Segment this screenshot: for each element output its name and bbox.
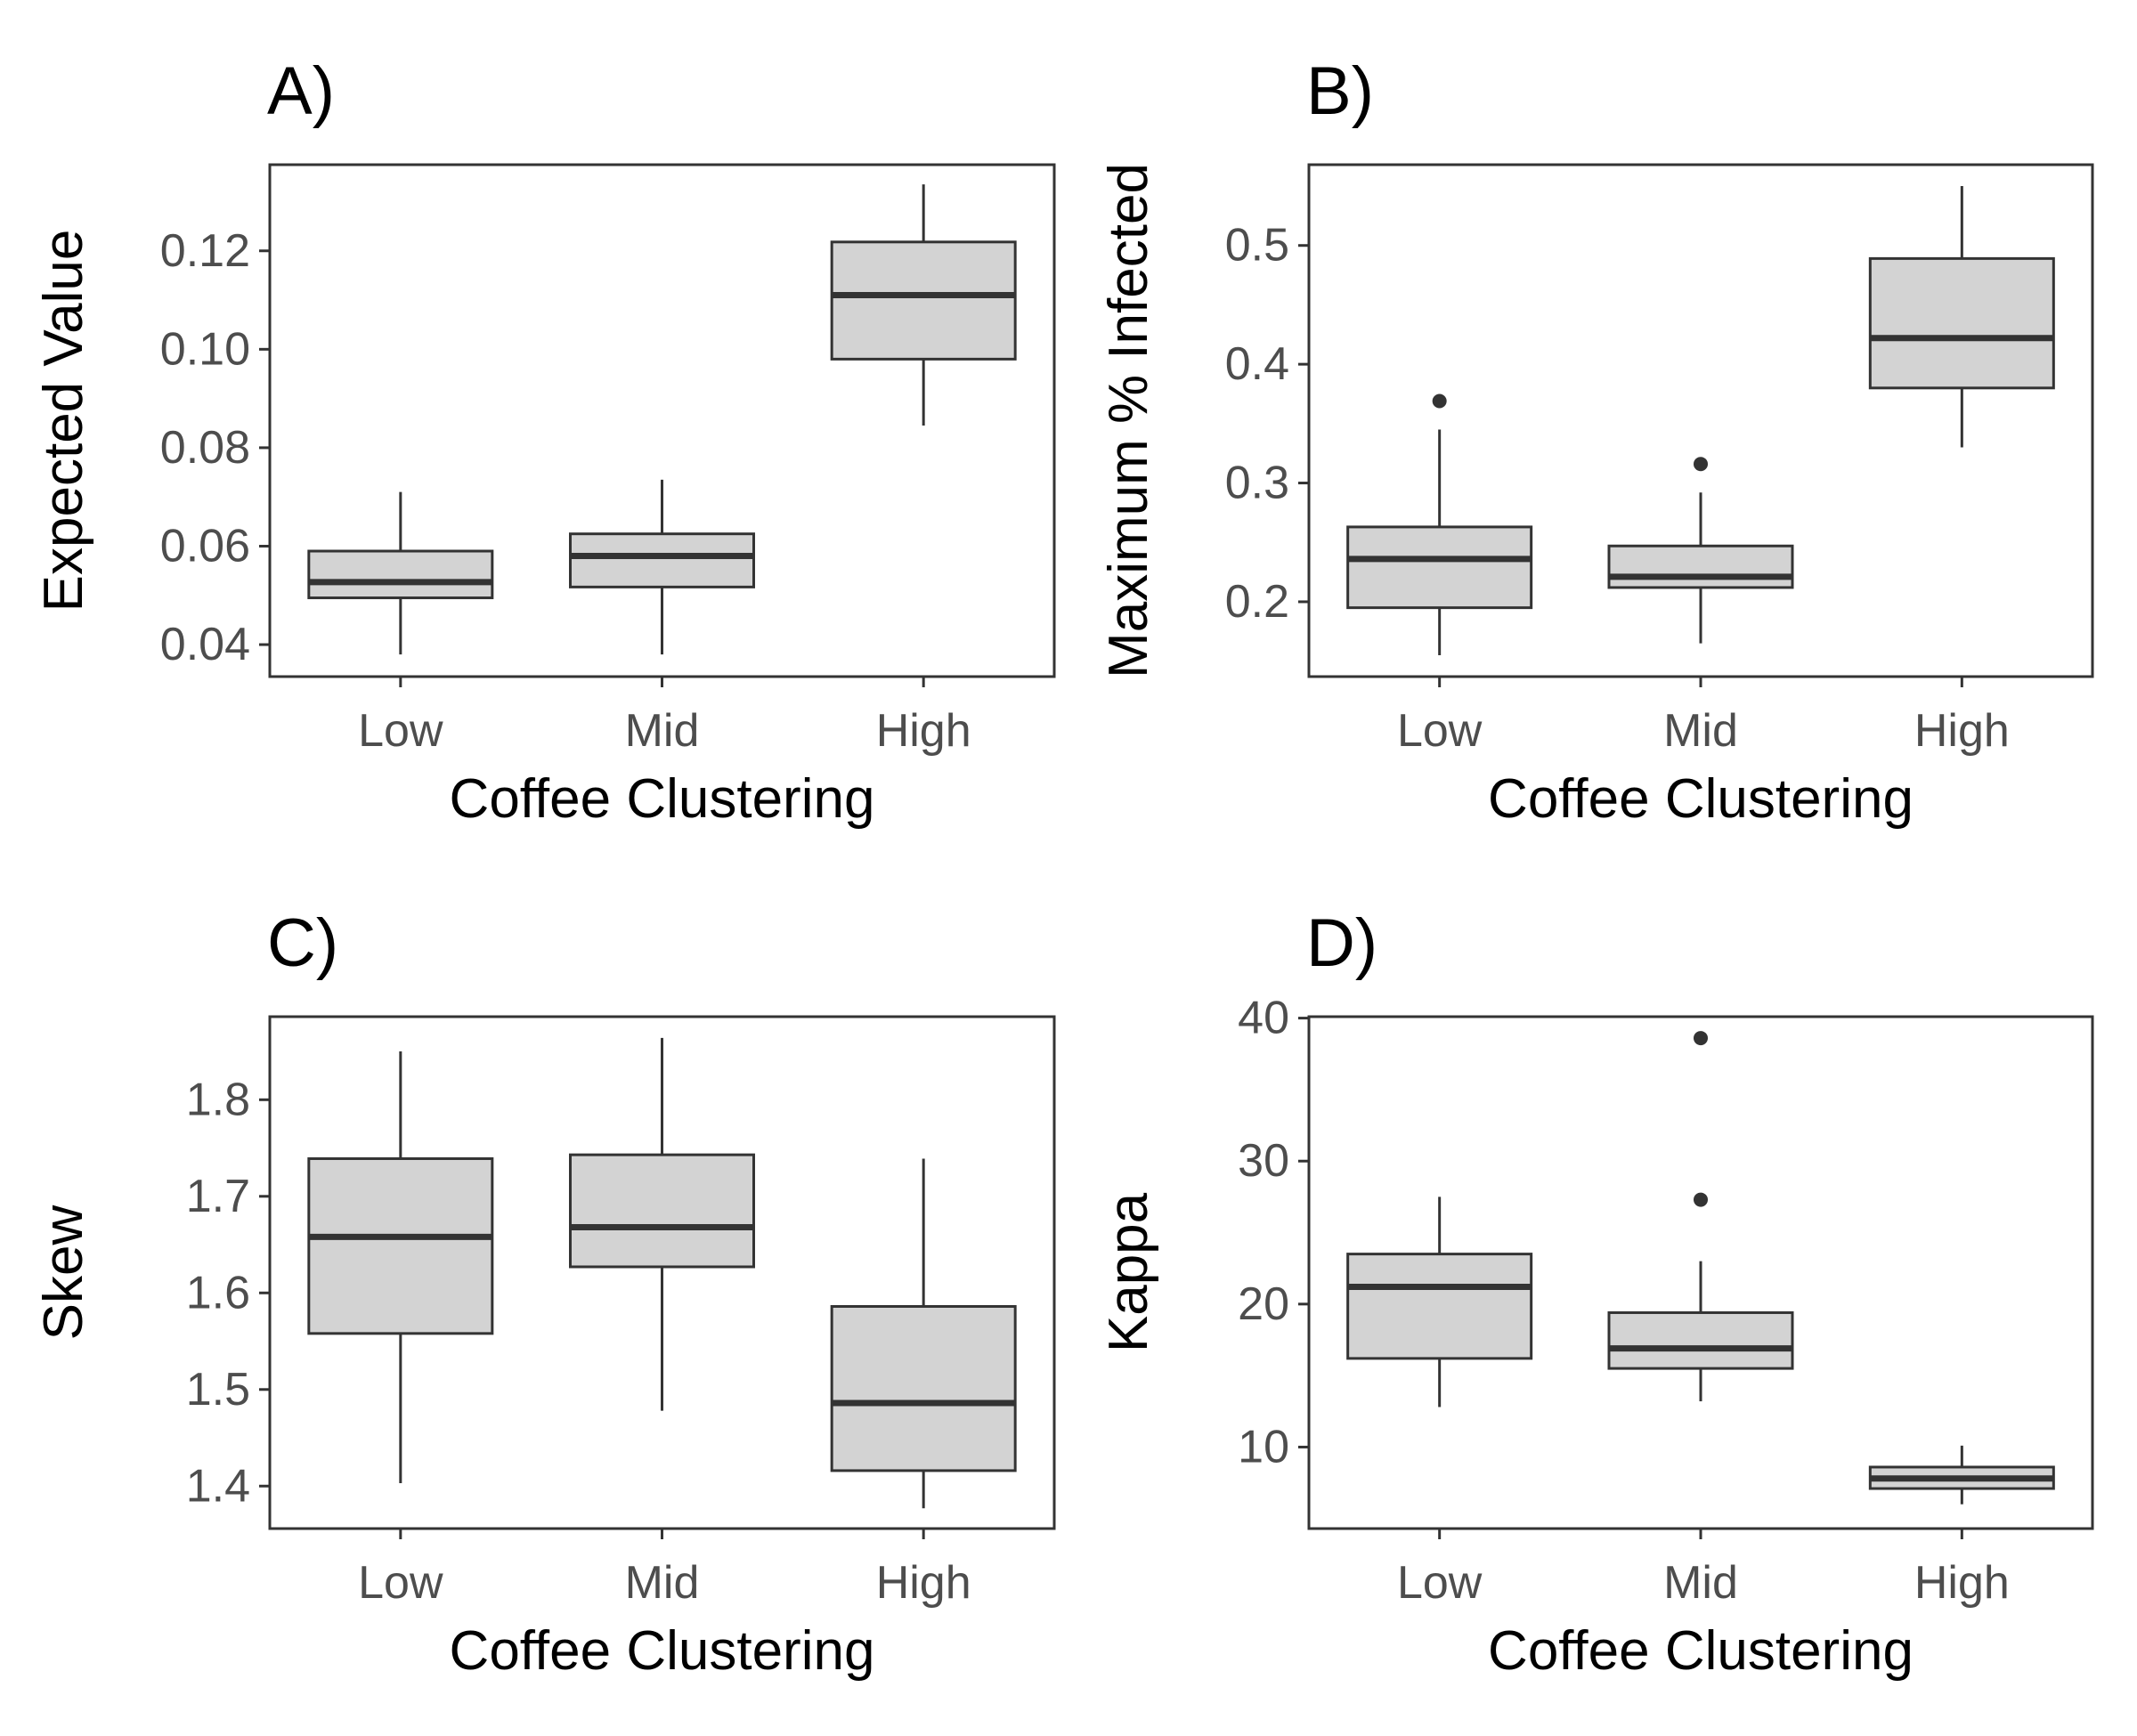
- box-high: [1868, 186, 2055, 448]
- panel-label: D): [1306, 905, 1377, 981]
- y-tick-label: 1.7: [186, 1171, 250, 1222]
- x-axis-title: Coffee Clustering: [1488, 1620, 1914, 1682]
- interquartile-box: [830, 240, 1017, 361]
- x-tick-label: High: [1914, 1557, 2010, 1609]
- box-mid: [569, 479, 755, 655]
- x-tick-label: High: [1914, 705, 2010, 757]
- outlier-point: [1694, 457, 1708, 472]
- outlier-point: [1694, 1031, 1708, 1046]
- x-tick-label: High: [876, 705, 971, 757]
- x-tick-label: Low: [358, 1557, 443, 1609]
- x-tick-label: Low: [1397, 1557, 1483, 1609]
- x-tick-label: High: [876, 1557, 971, 1609]
- y-axis-title: Maximum % Infected: [1098, 163, 1159, 678]
- box-mid: [569, 1037, 755, 1411]
- y-tick-label: 0.12: [160, 225, 250, 277]
- x-tick-label: Low: [1397, 705, 1483, 757]
- panel-label: C): [267, 905, 338, 981]
- x-axis-title: Coffee Clustering: [1488, 768, 1914, 830]
- box-high: [1868, 1445, 2055, 1505]
- interquartile-box: [569, 1153, 755, 1269]
- y-tick-label: 0.08: [160, 422, 250, 474]
- x-tick-label: Mid: [625, 705, 700, 757]
- plot-frame: [1307, 163, 2094, 678]
- box-mid: [1607, 457, 1794, 644]
- x-tick-label: Mid: [1663, 1557, 1738, 1609]
- x-axis-title: Coffee Clustering: [450, 768, 875, 830]
- y-tick-label: 0.3: [1225, 458, 1289, 509]
- y-axis-title: Skew: [33, 1205, 94, 1340]
- y-axis-title: Kappa: [1098, 1192, 1159, 1352]
- interquartile-box: [1346, 525, 1533, 610]
- panel-label: B): [1306, 53, 1374, 129]
- box-low: [307, 1051, 494, 1484]
- plot-frame: [1307, 1015, 2094, 1530]
- interquartile-box: [1346, 1253, 1533, 1360]
- plot-frame: [268, 1015, 1056, 1530]
- y-tick-label: 1.5: [186, 1364, 250, 1416]
- y-tick-label: 1.6: [186, 1267, 250, 1318]
- interquartile-box: [1868, 256, 2055, 390]
- interquartile-box: [569, 532, 755, 588]
- y-tick-label: 10: [1238, 1421, 1289, 1472]
- y-tick-label: 0.5: [1225, 220, 1289, 272]
- panel-label: A): [267, 53, 335, 129]
- interquartile-box: [307, 1156, 494, 1335]
- interquartile-box: [1607, 1310, 1794, 1370]
- x-tick-label: Low: [358, 705, 443, 757]
- y-tick-label: 0.06: [160, 520, 250, 572]
- box-high: [830, 184, 1017, 426]
- y-tick-label: 0.10: [160, 323, 250, 375]
- outlier-point: [1694, 1192, 1708, 1207]
- interquartile-box: [830, 1304, 1017, 1472]
- y-tick-label: 30: [1238, 1135, 1289, 1187]
- x-tick-label: Mid: [625, 1557, 700, 1609]
- y-axis-title: Expected Value: [33, 230, 94, 612]
- interquartile-box: [307, 549, 494, 600]
- box-low: [307, 491, 494, 655]
- y-tick-label: 0.04: [160, 619, 250, 670]
- y-tick-label: 0.4: [1225, 338, 1289, 390]
- y-tick-label: 0.2: [1225, 576, 1289, 628]
- interquartile-box: [1607, 544, 1794, 589]
- y-tick-label: 40: [1238, 993, 1289, 1044]
- plot-frame: [268, 163, 1056, 678]
- y-tick-label: 1.8: [186, 1074, 250, 1125]
- y-tick-label: 1.4: [186, 1460, 250, 1512]
- x-tick-label: Mid: [1663, 705, 1738, 757]
- box-low: [1346, 393, 1533, 655]
- y-tick-label: 20: [1238, 1278, 1289, 1330]
- box-high: [830, 1158, 1017, 1509]
- outlier-point: [1432, 393, 1447, 409]
- box-low: [1346, 1197, 1533, 1407]
- x-axis-title: Coffee Clustering: [450, 1620, 875, 1682]
- box-mid: [1607, 1031, 1794, 1402]
